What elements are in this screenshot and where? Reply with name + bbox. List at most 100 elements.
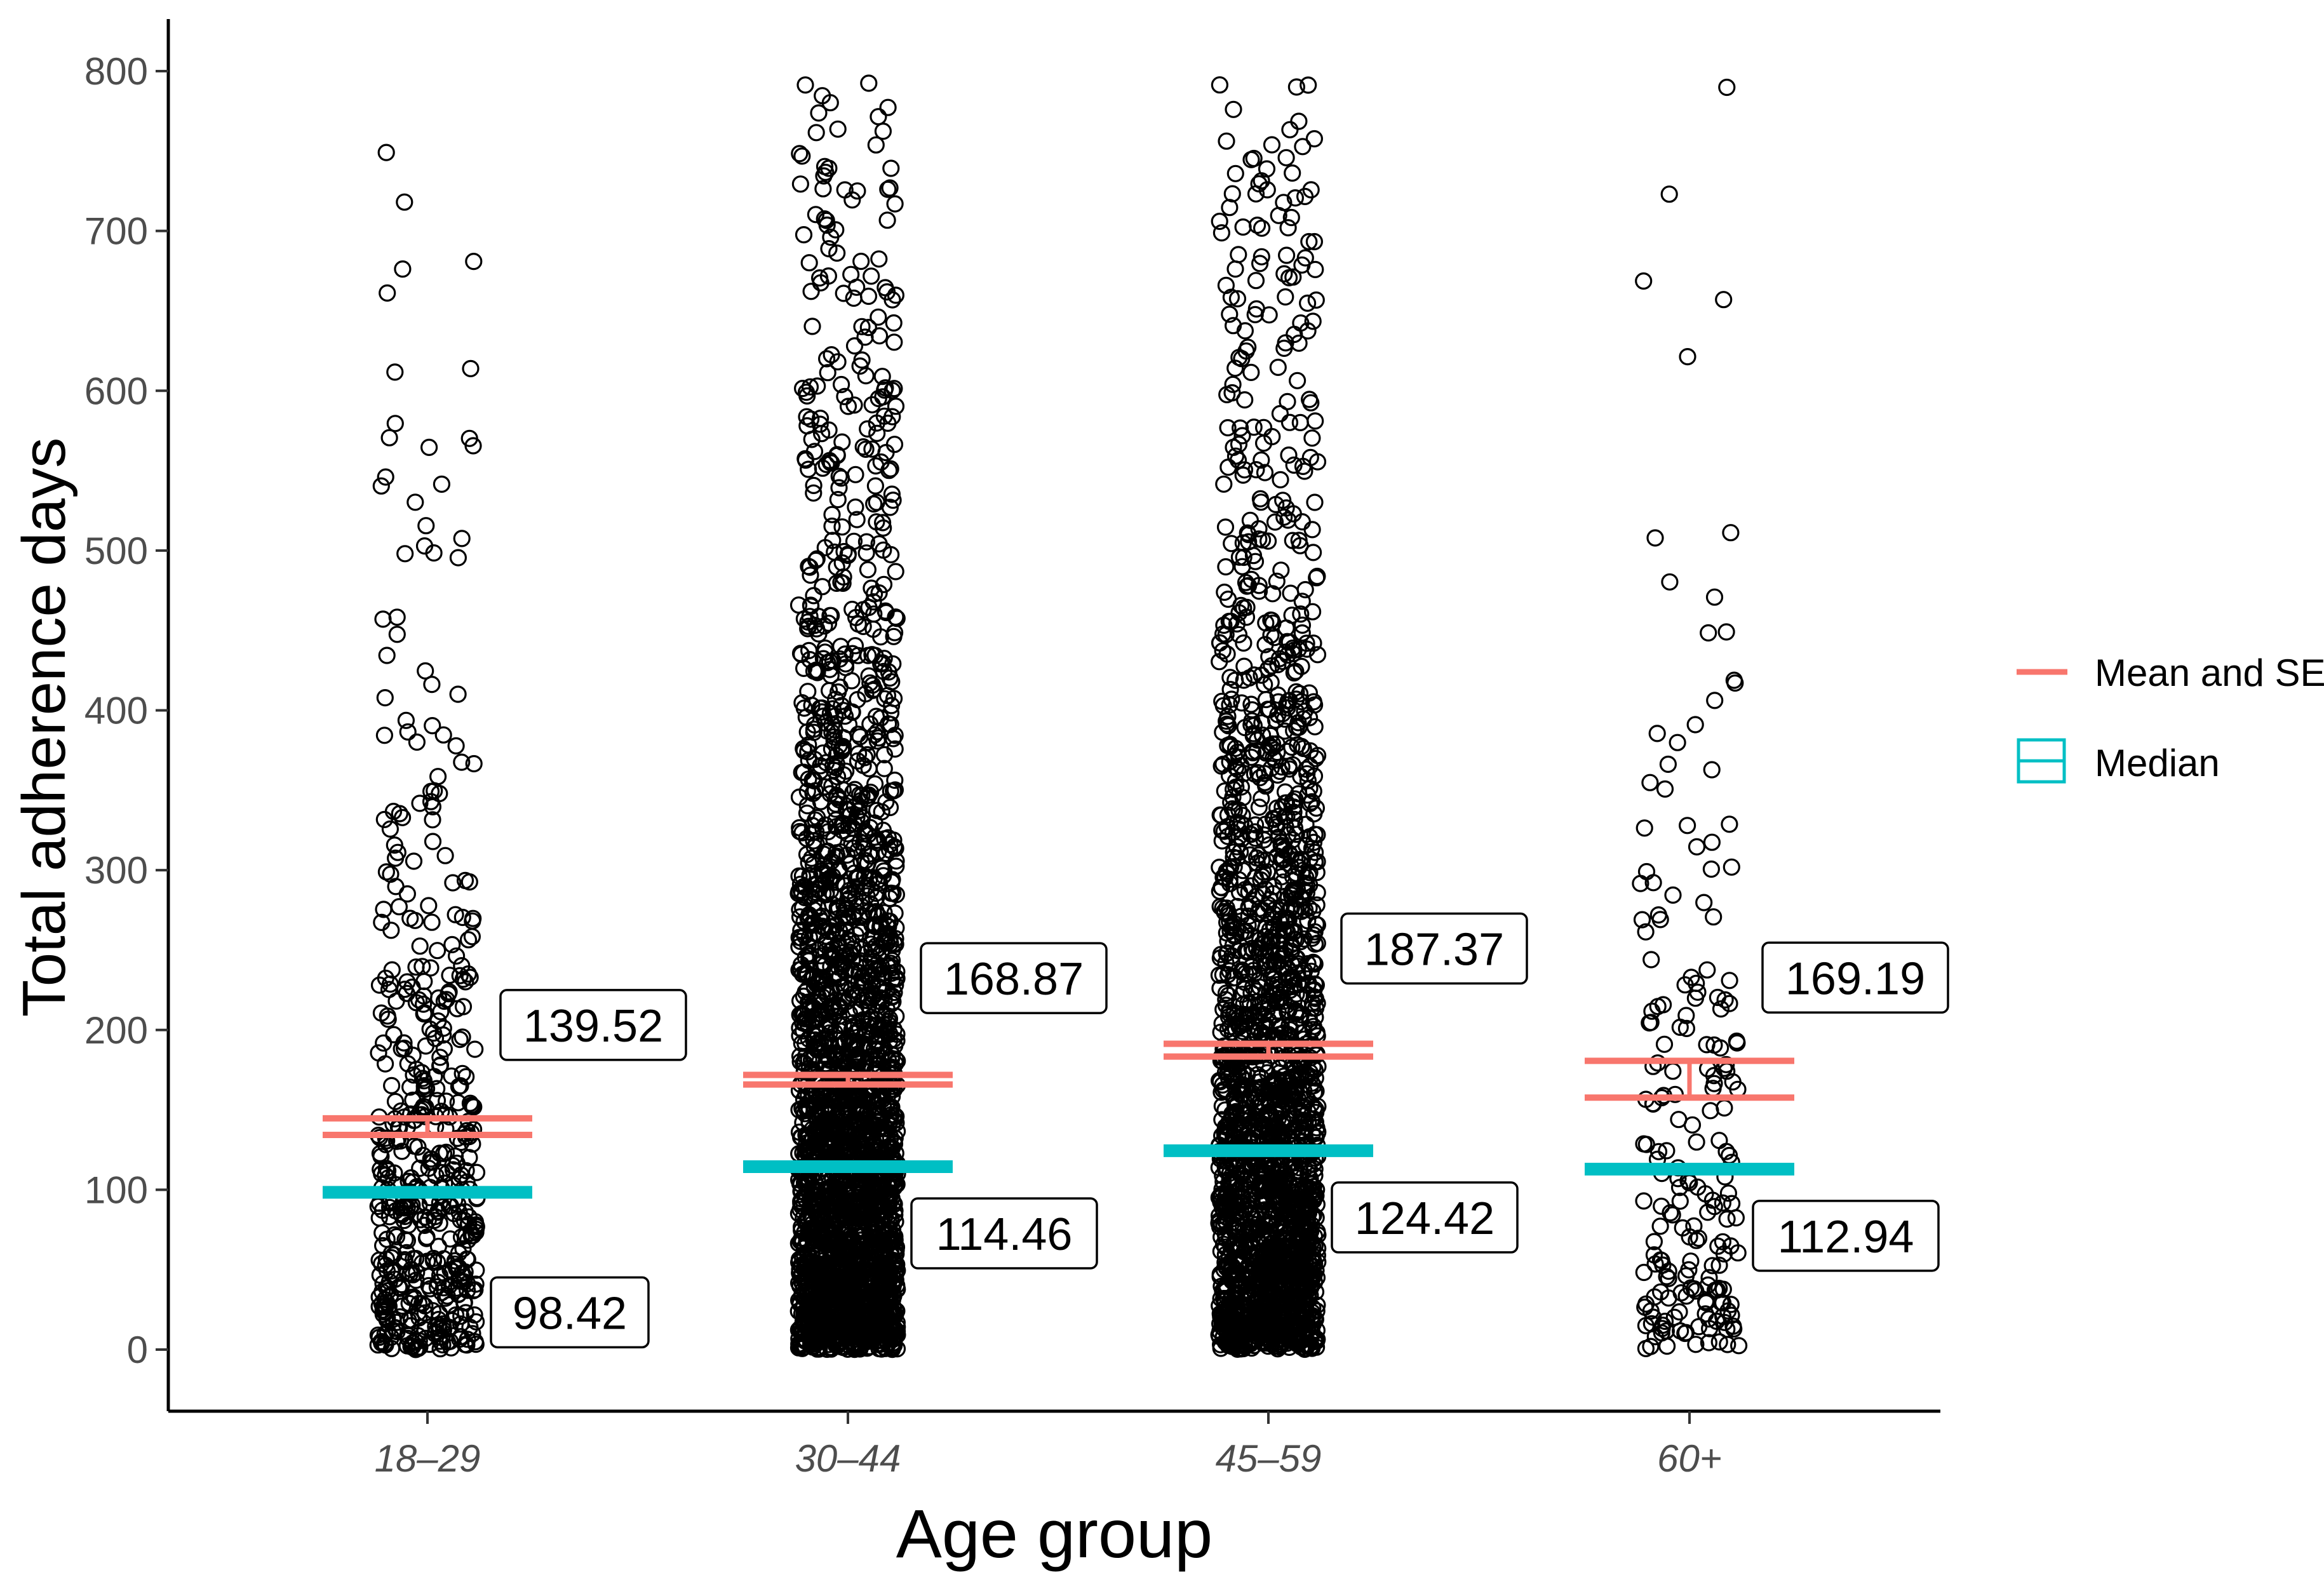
data-point <box>870 327 889 345</box>
data-point <box>864 676 882 694</box>
data-point <box>426 1207 444 1226</box>
data-point <box>1268 766 1287 784</box>
data-point <box>1250 175 1268 192</box>
data-point <box>1306 989 1324 1007</box>
data-point <box>1263 136 1281 154</box>
data-point <box>804 1257 822 1276</box>
data-point <box>422 1150 440 1168</box>
data-point <box>859 968 877 986</box>
data-point <box>798 408 816 426</box>
data-point <box>838 1122 856 1140</box>
data-point <box>386 849 405 867</box>
data-point <box>1227 778 1245 796</box>
data-point <box>859 561 877 579</box>
data-point <box>397 711 415 729</box>
data-point <box>800 1305 818 1323</box>
data-point <box>869 1113 887 1131</box>
data-point <box>805 716 824 734</box>
data-point <box>1212 878 1230 896</box>
data-point <box>1225 100 1242 118</box>
data-point <box>417 1230 436 1247</box>
data-point <box>390 1278 408 1296</box>
data-point <box>414 995 433 1013</box>
data-point <box>441 967 459 984</box>
data-point <box>857 1122 875 1139</box>
data-point <box>416 1304 434 1322</box>
data-point <box>1217 954 1235 972</box>
data-point <box>803 915 821 932</box>
data-point <box>424 798 442 815</box>
data-point <box>370 976 389 994</box>
data-point <box>830 861 848 879</box>
data-point <box>1240 533 1258 551</box>
data-point <box>845 1089 863 1107</box>
data-point <box>455 1273 473 1291</box>
data-point <box>1306 260 1324 278</box>
data-point <box>833 1062 851 1080</box>
data-point <box>449 685 467 703</box>
data-point <box>824 1091 843 1110</box>
data-point <box>382 1262 400 1280</box>
data-point <box>1305 232 1323 251</box>
data-point <box>866 477 885 495</box>
data-point <box>823 723 841 741</box>
data-point <box>846 1033 864 1052</box>
data-point <box>887 608 904 626</box>
data-point <box>835 1245 853 1264</box>
data-point <box>1297 815 1315 833</box>
data-point <box>809 808 826 827</box>
data-point <box>805 1200 823 1218</box>
data-point <box>847 1101 866 1119</box>
data-point <box>796 1332 814 1350</box>
data-point <box>1256 636 1274 654</box>
data-point <box>874 1216 892 1234</box>
data-point <box>885 1307 903 1325</box>
data-point <box>817 754 835 772</box>
data-point <box>1300 232 1318 251</box>
data-point <box>1230 801 1248 819</box>
data-point <box>845 337 864 355</box>
data-point <box>1306 412 1324 430</box>
data-point <box>398 885 417 903</box>
data-point <box>405 852 423 870</box>
data-point <box>1289 974 1307 993</box>
data-point <box>831 1022 849 1040</box>
data-point <box>1276 794 1294 812</box>
data-point <box>1223 185 1241 203</box>
data-point <box>1223 535 1240 553</box>
data-point <box>849 1188 867 1206</box>
data-point <box>373 1224 391 1242</box>
data-point <box>436 1106 454 1123</box>
data-point <box>845 396 863 414</box>
data-point <box>1230 548 1249 566</box>
data-point <box>800 254 818 272</box>
data-point <box>845 839 863 857</box>
data-point <box>1285 664 1303 682</box>
data-point <box>791 932 809 950</box>
data-point <box>1308 826 1326 843</box>
data-point <box>1283 607 1301 624</box>
data-point <box>848 278 866 296</box>
data-point <box>812 793 830 810</box>
data-point <box>791 1277 809 1295</box>
data-point <box>443 1067 460 1085</box>
data-point <box>402 1169 420 1187</box>
data-point <box>817 350 836 368</box>
data-point <box>1280 269 1298 286</box>
data-point <box>466 1333 484 1351</box>
data-point <box>870 308 887 326</box>
data-point <box>853 351 871 369</box>
data-point <box>399 723 417 741</box>
data-point <box>424 833 442 850</box>
data-point <box>460 429 478 447</box>
data-point <box>433 1163 451 1181</box>
data-point <box>1253 219 1271 237</box>
data-point <box>811 996 829 1014</box>
data-point <box>882 159 900 177</box>
data-point <box>873 803 890 821</box>
data-point <box>836 181 854 199</box>
data-point <box>1308 864 1326 882</box>
data-point <box>880 1012 897 1030</box>
data-point <box>789 1303 807 1320</box>
data-point <box>829 353 847 371</box>
